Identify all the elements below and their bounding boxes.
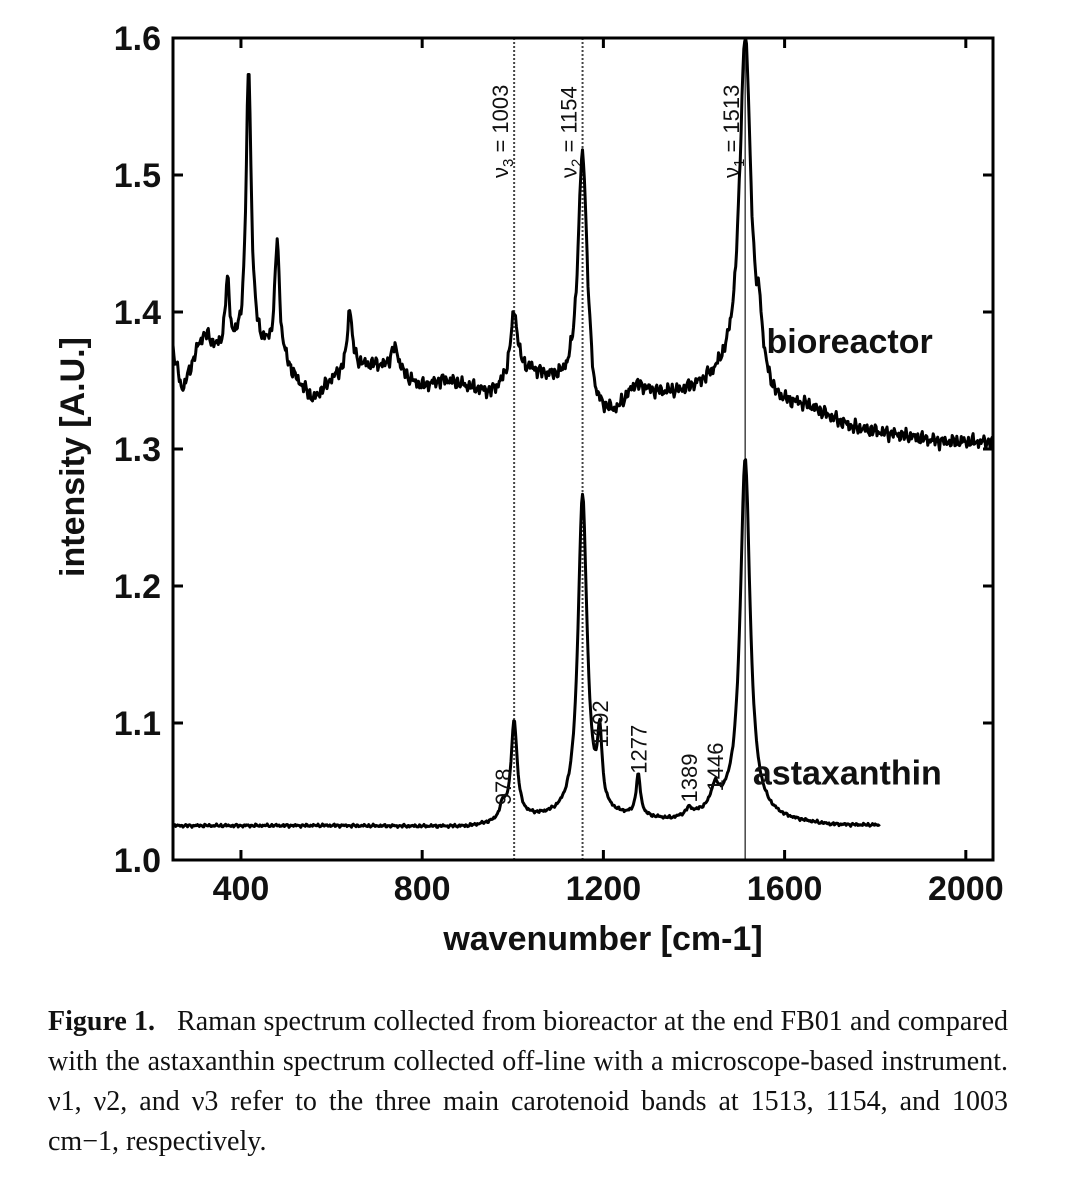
peak-label-1446: 1446 xyxy=(703,743,728,792)
chart-svg: ν3 = 1003 ν2 = 1154 ν1 = 1513 bioreactor ast… xyxy=(54,20,1004,958)
series-label-astaxanthin: astaxanthin xyxy=(753,755,942,793)
y-tick-label: 1.4 xyxy=(114,294,161,332)
figure-caption: Figure 1. Raman spectrum collected from b… xyxy=(48,1002,1008,1162)
series-label-bioreactor: bioreactor xyxy=(766,323,932,361)
chart-container: ν3 = 1003 ν2 = 1154 ν1 = 1513 bioreactor ast… xyxy=(54,20,1004,958)
series-line-bioreactor xyxy=(171,36,995,452)
raman-spectrum-chart: ν3 = 1003 ν2 = 1154 ν1 = 1513 bioreactor ast… xyxy=(54,20,1004,958)
x-tick-label: 1600 xyxy=(747,870,823,908)
x-axis-title: wavenumber [cm-1] xyxy=(442,920,762,958)
x-tick-label: 2000 xyxy=(928,870,1004,908)
y-tick-label: 1.5 xyxy=(114,157,161,195)
y-tick-label: 1.1 xyxy=(114,705,161,743)
peak-label-978: 978 xyxy=(491,768,516,805)
series-line-astaxanthin xyxy=(171,458,881,829)
y-tick-label: 1.3 xyxy=(114,431,161,469)
y-tick-label: 1.0 xyxy=(114,842,161,880)
reference-line-label: ν1 = 1513 xyxy=(719,85,748,178)
figure-label: Figure 1. xyxy=(48,1006,156,1037)
x-tick-label: 1200 xyxy=(566,870,642,908)
y-tick-label: 1.6 xyxy=(114,20,161,58)
peak-label-1277: 1277 xyxy=(626,725,651,774)
x-tick-label: 400 xyxy=(213,870,270,908)
caption-text: Raman spectrum collected from bioreactor… xyxy=(48,1006,1008,1157)
y-tick-label: 1.2 xyxy=(114,568,161,606)
y-axis-title: intensity [A.U.] xyxy=(54,337,92,577)
peak-label-1192: 1192 xyxy=(588,700,613,747)
peak-label-1389: 1389 xyxy=(677,754,702,803)
reference-line-label: ν3 = 1003 xyxy=(488,85,517,178)
reference-line-label: ν2 = 1154 xyxy=(557,86,586,178)
x-tick-label: 800 xyxy=(394,870,451,908)
